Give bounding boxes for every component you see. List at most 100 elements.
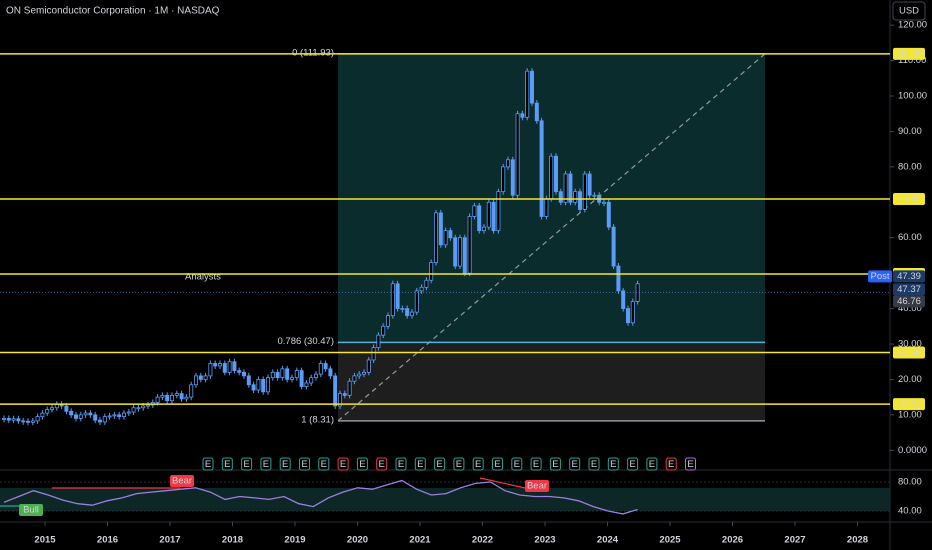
- candle: [429, 262, 434, 281]
- candle: [131, 407, 136, 413]
- earnings-label: E: [456, 459, 462, 470]
- earnings-marker: [607, 457, 619, 471]
- candle: [112, 414, 117, 417]
- currency-box[interactable]: [892, 1, 926, 21]
- y-tick-label: 120.00: [898, 20, 927, 31]
- price-tag: [893, 295, 925, 308]
- candle: [256, 379, 261, 391]
- candle: [592, 194, 597, 197]
- candle: [582, 173, 587, 210]
- signal-tag: [525, 480, 549, 492]
- candle: [515, 113, 520, 196]
- candle: [491, 201, 496, 232]
- x-tick-label: 2028: [847, 535, 868, 546]
- candle: [198, 375, 203, 380]
- earnings-marker: [279, 457, 291, 471]
- price-label: 46.76: [897, 296, 921, 307]
- candle: [45, 409, 50, 414]
- candle: [69, 410, 74, 416]
- earnings-marker: [492, 457, 503, 471]
- candle: [385, 315, 390, 327]
- candle: [611, 226, 616, 267]
- candle: [160, 394, 165, 398]
- candle: [549, 155, 554, 200]
- candle: [333, 375, 338, 407]
- candle: [462, 237, 467, 274]
- candle: [424, 279, 429, 288]
- divergence: [479, 477, 526, 489]
- candle: [486, 201, 491, 228]
- candle: [184, 396, 189, 400]
- annotation: Analysts: [185, 272, 221, 283]
- candle: [419, 286, 424, 292]
- earnings-label: E: [533, 459, 539, 470]
- candle: [179, 393, 184, 400]
- candle: [102, 416, 107, 423]
- x-tick-label: 2015: [34, 535, 56, 546]
- earnings-marker: [453, 457, 465, 471]
- earnings-label: E: [610, 459, 616, 470]
- candle: [539, 120, 544, 217]
- fib-zone-lower: [338, 342, 765, 421]
- x-tick-label: 2017: [159, 535, 180, 546]
- earnings-label: E: [494, 459, 500, 470]
- earnings-label: E: [282, 459, 288, 470]
- candle: [251, 384, 256, 391]
- candle: [467, 216, 472, 274]
- earnings-label: E: [224, 459, 230, 470]
- earnings-label: E: [436, 459, 442, 470]
- candle: [313, 373, 318, 379]
- earnings-marker: [627, 457, 639, 471]
- candle: [602, 201, 607, 204]
- earnings-marker: [318, 457, 330, 471]
- candle: [126, 411, 131, 414]
- candle: [217, 363, 222, 367]
- signal-tag: [170, 475, 194, 487]
- candle: [568, 173, 573, 203]
- earnings-label: E: [321, 459, 327, 470]
- candle: [544, 198, 549, 217]
- candle: [443, 230, 448, 246]
- candle: [30, 420, 35, 423]
- candle: [261, 379, 266, 393]
- candle: [16, 418, 21, 422]
- earnings-label: E: [263, 459, 269, 470]
- x-tick-label: 2027: [784, 535, 805, 546]
- candle: [376, 334, 381, 348]
- earnings-label: E: [649, 459, 655, 470]
- candle: [558, 191, 563, 203]
- earnings-marker: [665, 457, 677, 471]
- candle: [165, 394, 170, 402]
- candle: [122, 412, 127, 418]
- currency[interactable]: USD: [899, 6, 919, 17]
- candle: [352, 375, 357, 382]
- earnings-label: E: [475, 459, 481, 470]
- candle: [289, 377, 294, 380]
- candle: [6, 418, 11, 421]
- price-label: 47.37: [897, 284, 921, 295]
- candle: [189, 384, 194, 398]
- fib-label: 0.786 (30.47): [277, 336, 334, 347]
- earnings-label: E: [572, 459, 578, 470]
- x-tick-label: 2025: [659, 535, 681, 546]
- candle: [414, 290, 419, 313]
- earnings-marker: [260, 457, 272, 471]
- candle: [626, 308, 631, 324]
- earnings-marker: [530, 457, 542, 471]
- candle: [294, 370, 299, 379]
- candle: [505, 159, 510, 168]
- rsi-tick-label: 40.00: [898, 505, 922, 516]
- signal-label: Bear: [527, 481, 547, 492]
- level-label: 70.94: [897, 193, 921, 204]
- candle: [573, 191, 578, 203]
- candle: [174, 393, 179, 396]
- earnings-label: E: [417, 459, 423, 470]
- earnings-marker: [685, 457, 696, 471]
- candle: [630, 301, 635, 324]
- fib-diagonal: [337, 53, 766, 422]
- candle: [285, 368, 290, 380]
- candle: [2, 418, 7, 420]
- candle: [280, 368, 285, 379]
- candle: [530, 70, 535, 104]
